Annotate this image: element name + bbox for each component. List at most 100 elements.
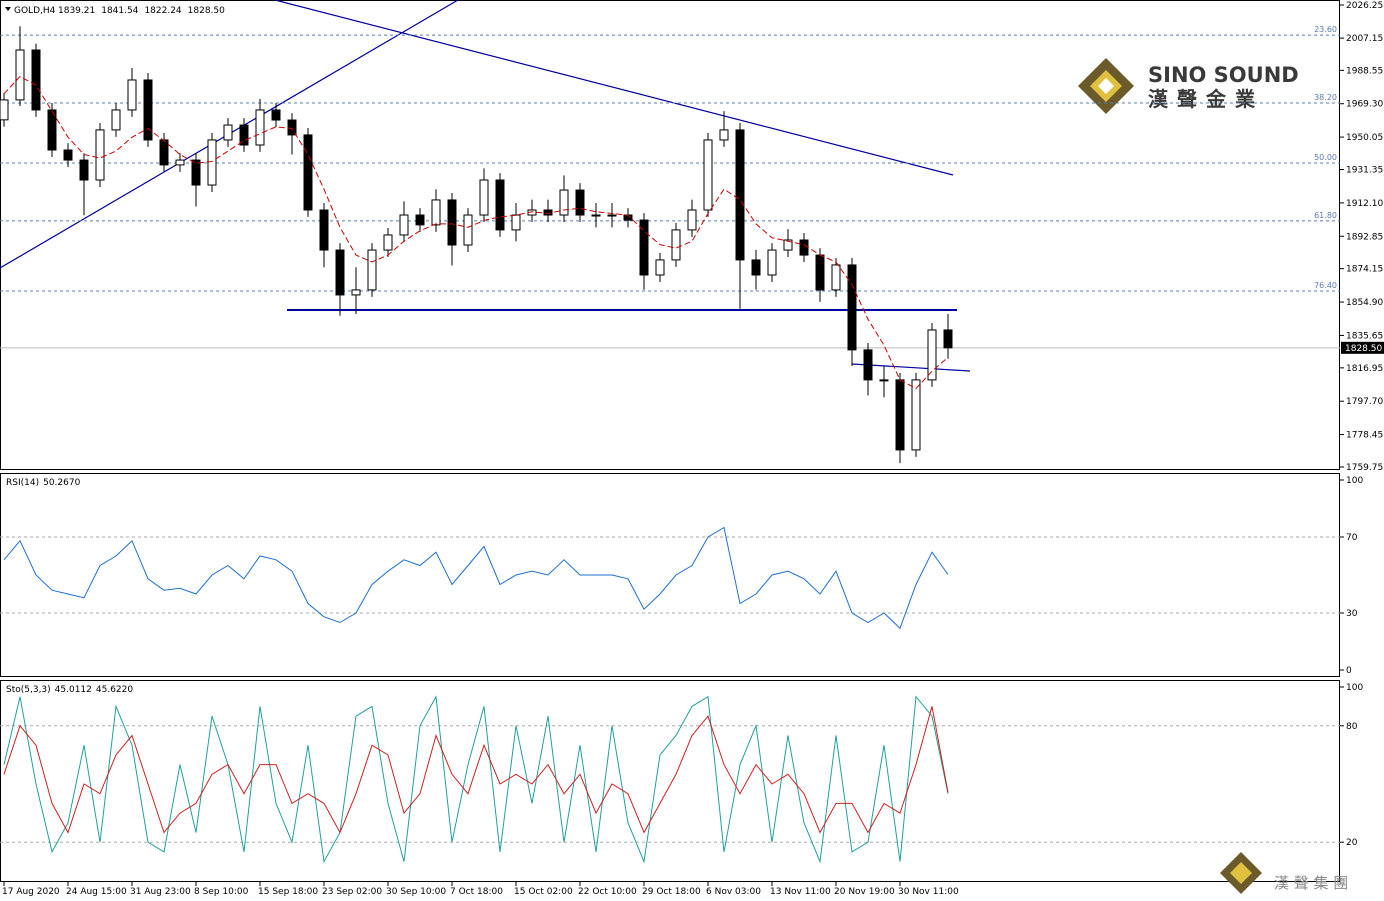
candle-body [591,214,601,217]
logo-mark [1230,862,1252,884]
y-tick-label: 1778.45 [1346,431,1383,441]
ohlc-value: 1841.54 [101,6,138,16]
logo-mark [1098,78,1114,94]
x-tick-label: 7 Oct 18:00 [450,887,503,897]
candle-body [175,159,185,166]
indicator-value: 45.6220 [96,685,133,695]
y-tick-label: 20 [1346,838,1358,848]
indicator-value: 45.0112 [55,685,92,695]
y-tick-label: 100 [1346,683,1363,693]
x-tick-label: 30 Sep 10:00 [386,887,446,897]
candle-body [575,189,585,216]
x-tick-label: 29 Oct 18:00 [642,887,701,897]
candle-body [751,259,761,276]
x-tick-label: 23 Sep 02:00 [322,887,382,897]
candle-body [79,159,89,181]
y-tick-label: 1874.15 [1346,265,1383,275]
candle-body [607,214,617,217]
x-tick-label: 6 Nov 03:00 [706,887,761,897]
candle-body [223,124,233,141]
ohlc-value: 1822.24 [144,6,181,16]
indicator-line [3,526,949,630]
candle-body [191,159,201,186]
candle-body [447,199,457,246]
x-tick-label: 24 Aug 15:00 [66,887,127,897]
y-tick-label: 30 [1346,609,1358,619]
candle-body [847,264,857,351]
candle-body [943,329,953,349]
candle-body [287,119,297,136]
indicator-line [3,695,949,864]
ohlc-value: 1828.50 [188,6,225,16]
candle-body [431,199,441,226]
fib-label: 23.60 [1314,25,1337,34]
y-tick-label: 100 [1346,476,1363,486]
candle-body [799,239,809,256]
candle-body [479,179,489,216]
candle-body [207,139,217,186]
candle-body [639,219,649,276]
candle-body [703,139,713,211]
x-tick-label: 31 Aug 23:00 [130,887,191,897]
trendline [274,0,954,176]
candle-body [463,214,473,246]
rsi-panel [0,473,1340,677]
candle-body [415,214,425,226]
candle-body [255,109,265,146]
candle-body [111,109,121,131]
indicator-line [3,706,949,834]
candle-body [271,109,281,121]
candle-body [895,379,905,451]
indicator-title: RSI(14) [6,478,39,488]
candle-body [351,289,361,296]
logo-footer: 漢 聲 集 團 [1274,874,1348,892]
moving-average [3,75,949,390]
y-tick-label: 2007.15 [1346,34,1383,44]
candle-body [735,129,745,261]
y-tick-label: 1759.75 [1346,463,1383,473]
candle-body [47,109,57,151]
candle-body [767,249,777,276]
candle-body [239,124,249,146]
x-tick-label: 17 Aug 2020 [2,887,60,897]
y-tick-label: 1969.30 [1346,100,1383,110]
candle-body [383,234,393,251]
candle-body [927,329,937,381]
indicator-value: 50.2670 [43,478,80,488]
candle-body [0,99,9,121]
candle-body [303,134,313,211]
candle-body [831,264,841,291]
candle-body [511,214,521,231]
y-tick-label: 1950.05 [1346,133,1383,143]
y-tick-label: 1931.35 [1346,166,1383,176]
candle-body [95,129,105,181]
candle-body [655,259,665,276]
fib-label: 50.00 [1314,153,1337,162]
y-tick-label: 1988.55 [1346,66,1383,76]
ohlc-value: 1839.21 [58,6,95,16]
candle-body [863,349,873,381]
ohlc-header: 1839.21 1841.54 1822.24 1828.50 [58,6,225,16]
candle-body [367,249,377,291]
x-tick-label: 22 Oct 10:00 [578,887,637,897]
y-tick-label: 1835.65 [1346,331,1383,341]
last-price-label: 1828.50 [1345,344,1382,354]
candle-body [911,379,921,451]
candle-body [719,129,729,141]
x-tick-label: 13 Nov 11:00 [770,887,831,897]
candle-body [671,229,681,261]
sto-panel [0,680,1340,882]
y-tick-label: 70 [1346,533,1358,543]
x-tick-label: 30 Nov 11:00 [898,887,959,897]
candle-body [159,139,169,166]
x-tick-label: 8 Sep 10:00 [194,887,249,897]
candle-body [559,189,569,216]
symbol: GOLD,H4 [14,6,56,16]
x-tick-label: 15 Sep 18:00 [258,887,318,897]
y-tick-label: 1797.70 [1346,397,1383,407]
y-tick-label: 0 [1346,666,1352,676]
fib-label: 38.20 [1314,93,1337,102]
candle-body [543,209,553,216]
x-tick-label: 15 Oct 02:00 [514,887,573,897]
